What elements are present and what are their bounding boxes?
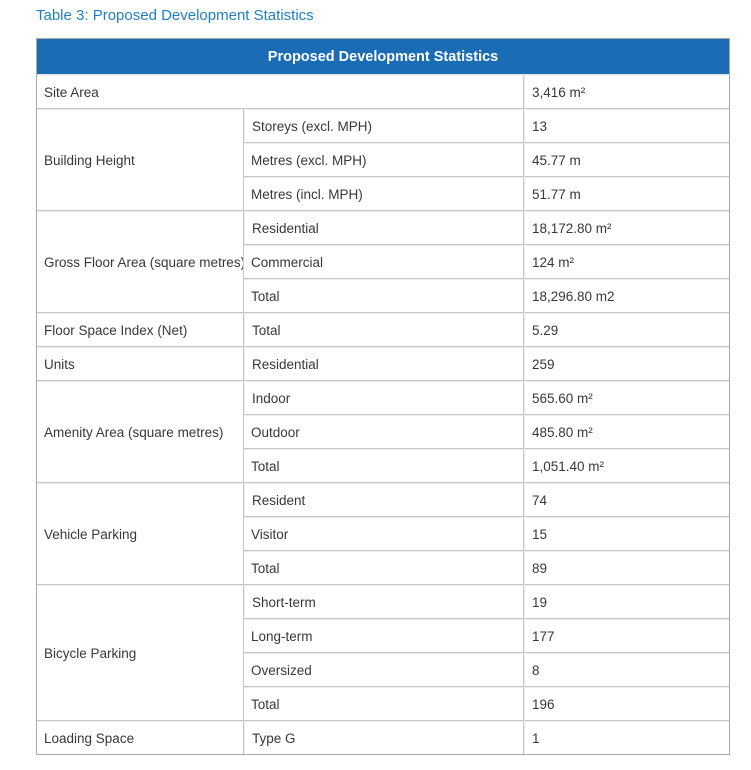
value-cell: 565.60 m² [524,381,730,415]
value-cell: 45.77 m [524,143,730,177]
subcategory-cell: Total [244,449,524,483]
table-row: Metres (incl. MPH) 51.77 m [37,177,730,211]
table-row: Total 1,051.40 m² [37,449,730,483]
value-cell: 485.80 m² [524,415,730,449]
subcategory-cell: Total [244,687,524,721]
table-row: Total 18,296.80 m2 [37,279,730,313]
value-cell: 51.77 m [524,177,730,211]
table-row: Amenity Area (square metres) Indoor 565.… [37,381,730,483]
value-cell: 74 [524,483,730,517]
category-cell: Building Height [37,109,244,211]
table-row: Bicycle Parking Short-term 19 [37,585,730,721]
table-row: Floor Space Index (Net) Total 5.29 [37,313,730,347]
value-cell: 89 [524,551,730,585]
subcategory-cell: Metres (incl. MPH) [244,177,524,211]
value-cell: 18,296.80 m2 [524,279,730,313]
value-cell: 196 [524,687,730,721]
table-row: Units Residential 259 [37,347,730,381]
subcategory-cell: Type G [244,721,524,754]
category-cell: Floor Space Index (Net) [37,313,244,347]
subcategory-cell: Resident [244,483,524,517]
value-cell: 259 [524,347,730,381]
table-header-title: Proposed Development Statistics [37,39,730,75]
subcategory-cell: Long-term [244,619,524,653]
subcategory-cell: Outdoor [244,415,524,449]
category-cell: Site Area [37,75,524,109]
table-row: Loading Space Type G 1 [37,721,730,754]
table-header-row: Proposed Development Statistics [37,39,730,75]
subcategory-cell: Oversized [244,653,524,687]
table-row: Outdoor 485.80 m² [37,415,730,449]
value-cell: 5.29 [524,313,730,347]
subcategory-cell: Storeys (excl. MPH) [244,109,524,143]
value-cell: 18,172.80 m² [524,211,730,245]
category-cell: Loading Space [37,721,244,754]
table-row: Gross Floor Area (square metres) Residen… [37,211,730,313]
subcategory-cell: Commercial [244,245,524,279]
category-cell: Units [37,347,244,381]
value-cell: 124 m² [524,245,730,279]
subcategory-cell: Visitor [244,517,524,551]
subcategory-cell: Total [244,551,524,585]
table-row: Total 89 [37,551,730,585]
table-row: Metres (excl. MPH) 45.77 m [37,143,730,177]
subcategory-cell: Metres (excl. MPH) [244,143,524,177]
value-cell: 13 [524,109,730,143]
subcategory-cell: Total [244,279,524,313]
table-row: Commercial 124 m² [37,245,730,279]
value-cell: 15 [524,517,730,551]
subcategory-cell: Short-term [244,585,524,619]
subcategory-cell: Residential [244,211,524,245]
table-row: Site Area 3,416 m² [37,75,730,109]
value-cell: 177 [524,619,730,653]
subcategory-cell: Residential [244,347,524,381]
value-cell: 8 [524,653,730,687]
table-row: Long-term 177 [37,619,730,653]
category-cell: Gross Floor Area (square metres) [37,211,244,313]
table-row: Oversized 8 [37,653,730,687]
value-cell: 1 [524,721,730,754]
table-row: Vehicle Parking Resident 74 [37,483,730,585]
value-cell: 1,051.40 m² [524,449,730,483]
proposed-development-statistics-table: Proposed Development Statistics Site Are… [36,38,731,755]
category-cell: Bicycle Parking [37,585,244,721]
subcategory-cell: Total [244,313,524,347]
table-row: Total 196 [37,687,730,721]
table-row: Building Height Storeys (excl. MPH) 13 [37,109,730,211]
subcategory-cell: Indoor [244,381,524,415]
category-cell: Vehicle Parking [37,483,244,585]
value-cell: 3,416 m² [524,75,730,109]
table-caption: Table 3: Proposed Development Statistics [36,7,314,24]
table-row: Visitor 15 [37,517,730,551]
category-cell: Amenity Area (square metres) [37,381,244,483]
value-cell: 19 [524,585,730,619]
